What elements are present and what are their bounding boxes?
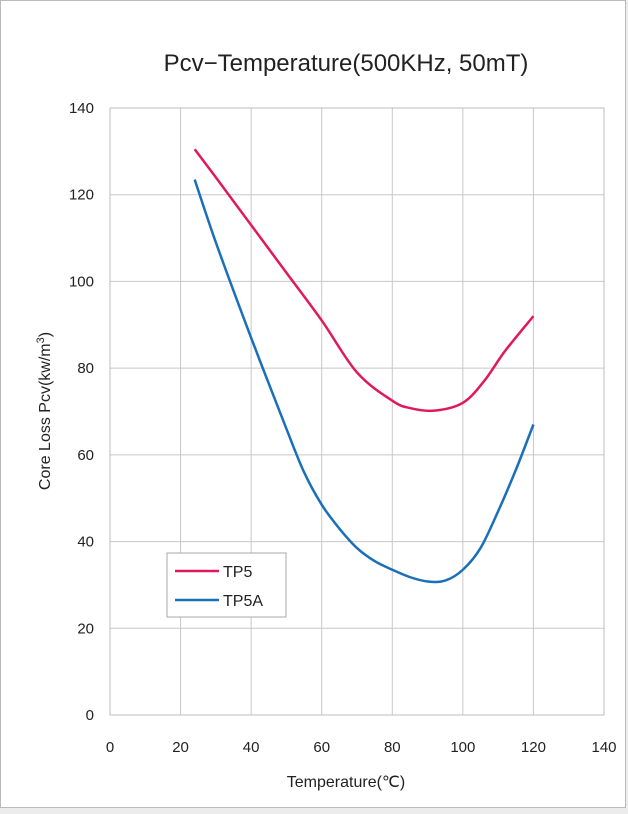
grid-lines (109, 107, 605, 716)
x-tick-label-120: 120 (521, 739, 546, 756)
legend-box (166, 552, 287, 618)
y-tick-label-120: 120 (69, 187, 94, 204)
x-tick-label-40: 40 (243, 739, 260, 756)
x-axis-label: Temperature(℃) (287, 774, 405, 791)
legend-label-tp5a: TP5A (223, 593, 263, 610)
y-tick-label-0: 0 (86, 707, 94, 724)
y-axis-label-end: ) (37, 332, 54, 337)
plot-area-border (109, 107, 605, 716)
x-tick-label-140: 140 (591, 739, 616, 756)
y-tick-labels: 0 20 40 60 80 100 120 140 (69, 100, 94, 724)
x-tick-label-20: 20 (172, 739, 189, 756)
legend-label-tp5: TP5 (223, 564, 252, 581)
x-tick-label-80: 80 (384, 739, 401, 756)
series-line-tp5a (193, 179, 535, 584)
x-tick-label-0: 0 (106, 739, 114, 756)
x-tick-label-60: 60 (313, 739, 330, 756)
y-axis-label-main: Core Loss Pcv(kw/m (37, 343, 54, 490)
chart-title: Pcv−Temperature(500KHz, 50mT) (164, 50, 529, 77)
y-tick-label-60: 60 (77, 447, 94, 464)
series-line-tp5 (193, 148, 535, 413)
y-tick-label-100: 100 (69, 273, 94, 290)
series-lines (193, 148, 535, 584)
x-tick-label-100: 100 (450, 739, 475, 756)
x-tick-labels: 0 20 40 60 80 100 120 140 (106, 739, 617, 756)
y-tick-label-20: 20 (77, 620, 94, 637)
y-axis-label-sup: 3 (35, 337, 47, 343)
y-tick-label-40: 40 (77, 534, 94, 551)
y-tick-label-140: 140 (69, 100, 94, 117)
legend: TP5 TP5A (166, 552, 287, 618)
y-tick-label-80: 80 (77, 360, 94, 377)
y-axis-label: Core Loss Pcv(kw/m3) (35, 332, 54, 490)
